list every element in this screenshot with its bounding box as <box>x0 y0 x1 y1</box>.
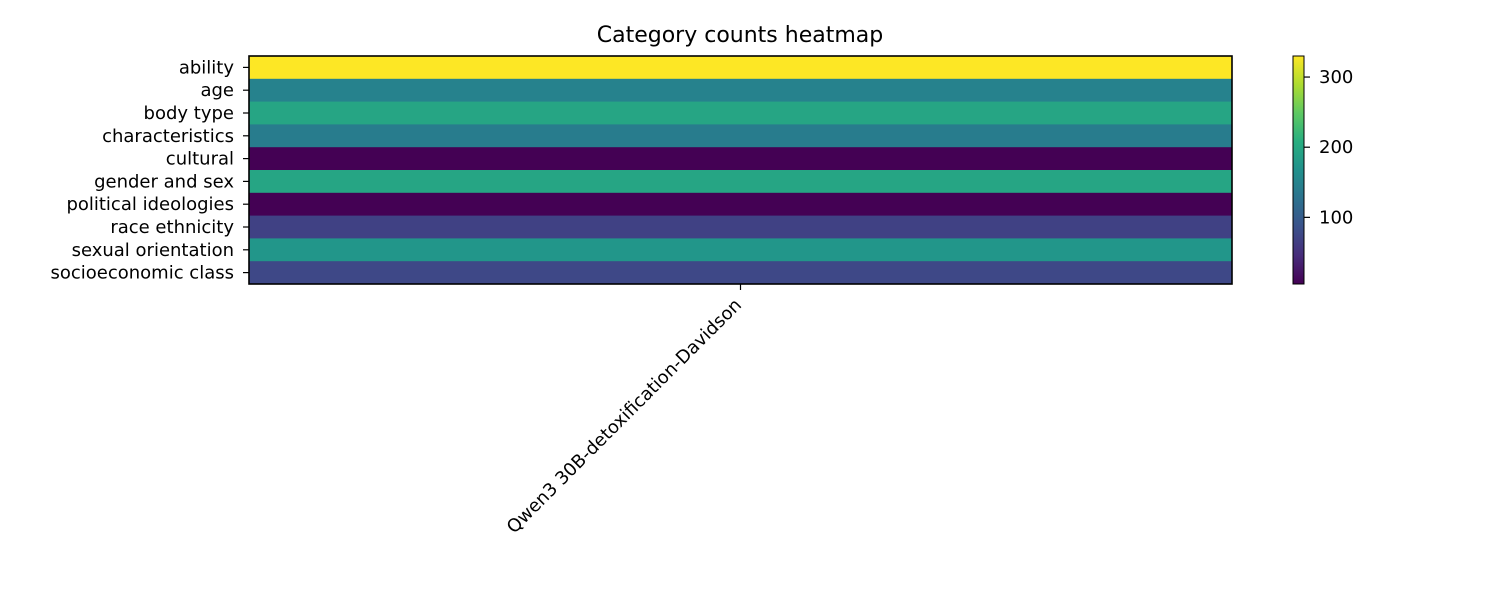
heatmap-cells <box>249 56 1232 285</box>
colorbar-ticks: 100 200 300 <box>1304 67 1353 228</box>
chart-title: Category counts heatmap <box>597 23 883 48</box>
colorbar-tick-label: 100 <box>1319 207 1353 228</box>
colorbar-tick-label: 200 <box>1319 137 1353 158</box>
heatmap-cell <box>249 170 1232 194</box>
y-tick-label: body type <box>144 103 234 124</box>
y-tick-label: characteristics <box>102 126 234 147</box>
heatmap-cell <box>249 124 1232 148</box>
heatmap-cell <box>249 78 1232 103</box>
colorbar <box>1292 55 1305 285</box>
heatmap-cell <box>249 215 1232 239</box>
y-tick-label: race ethnicity <box>110 217 234 238</box>
x-axis: Qwen3 30B-detoxification-Davidson <box>503 284 746 538</box>
y-tick-label: cultural <box>166 149 234 170</box>
heatmap-cell <box>249 56 1232 80</box>
y-tick-label: political ideologies <box>66 194 234 215</box>
heatmap-cell <box>249 261 1232 285</box>
y-tick-label: ability <box>179 57 235 78</box>
heatmap-cell <box>249 192 1232 217</box>
y-tick-label: age <box>200 80 234 101</box>
y-tick-label: socioeconomic class <box>50 263 234 284</box>
x-tick-label: Qwen3 30B-detoxification-Davidson <box>503 295 746 538</box>
heatmap-cell <box>249 238 1232 262</box>
y-tick-label: sexual orientation <box>72 240 234 261</box>
heatmap-cell <box>249 101 1232 125</box>
y-tick-label: gender and sex <box>94 171 234 192</box>
heatmap-cell <box>249 147 1232 171</box>
colorbar-tick-label: 300 <box>1319 67 1353 88</box>
